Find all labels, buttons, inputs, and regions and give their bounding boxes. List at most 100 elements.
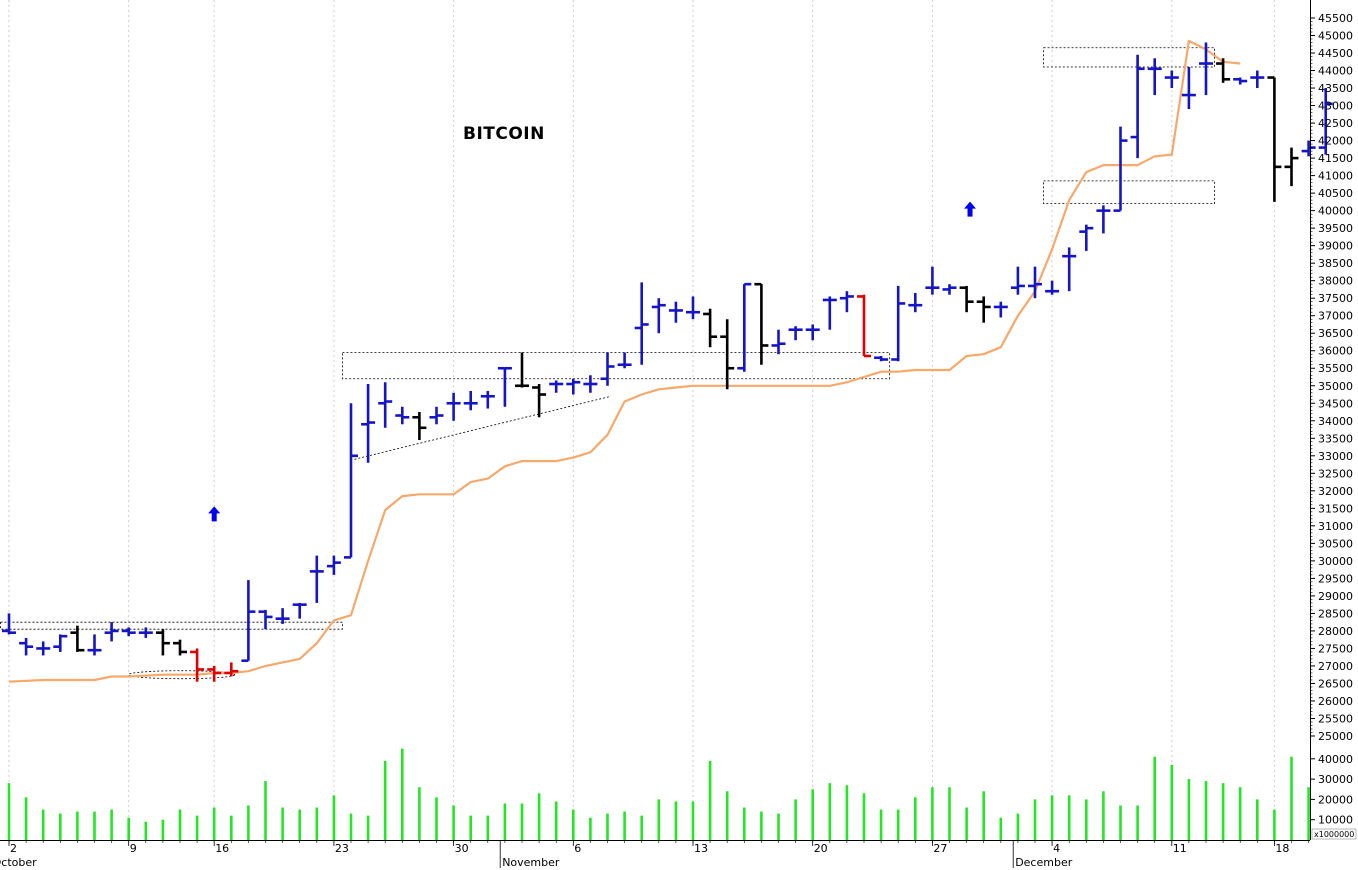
ohlc-bar (1318, 88, 1333, 155)
ohlc-bar (190, 648, 205, 682)
ohlc-bar (1010, 266, 1025, 295)
ohlc-bar (138, 627, 153, 638)
date-label: 4 (1053, 842, 1060, 855)
ohlc-bar (1079, 224, 1094, 251)
price-tick-label: 27500 (1318, 642, 1353, 655)
ohlc-bar (19, 637, 34, 656)
volume-unit-label: x1000000 (1314, 830, 1354, 839)
ohlc-bar (583, 375, 598, 393)
price-tick-label: 37000 (1318, 310, 1353, 323)
ohlc-bar (275, 608, 290, 624)
volume-tick-label: 10000 (1318, 814, 1353, 827)
ohlc-bar (446, 392, 461, 421)
volume-tick-label: 30000 (1318, 773, 1353, 786)
ohlc-bar (1147, 58, 1162, 96)
ohlc-bar (1062, 247, 1077, 292)
ohlc-bar (2, 613, 16, 635)
support-ellipse (128, 670, 236, 680)
ohlc-bar (395, 406, 410, 425)
price-tick-label: 33500 (1318, 432, 1353, 445)
ohlc-bar (754, 282, 769, 365)
ohlc-bar (344, 403, 358, 559)
ohlc-bar (326, 555, 341, 575)
ohlc-bar (891, 285, 906, 362)
ohlc-bar (1045, 280, 1060, 295)
date-label: 6 (574, 842, 581, 855)
ohlc-bar (703, 308, 718, 348)
price-tick-label: 42000 (1318, 135, 1353, 148)
price-tick-label: 41500 (1318, 152, 1353, 165)
price-tick-label: 45000 (1318, 30, 1353, 43)
ohlc-bar (737, 282, 752, 372)
grid (0, 0, 1310, 841)
ohlc-bar (839, 291, 854, 313)
ohlc-bar (1267, 76, 1282, 202)
price-tick-label: 25500 (1318, 712, 1353, 725)
price-tick-label: 40500 (1318, 187, 1353, 200)
ohlc-bar (361, 384, 376, 463)
ohlc-bar (1199, 42, 1213, 96)
ohlc-bar (1130, 54, 1145, 159)
up-arrow-icon (208, 506, 221, 522)
range-box (342, 352, 891, 380)
ohlc-bar (463, 391, 478, 411)
ohlc-bar (686, 296, 700, 320)
price-tick-label: 34500 (1318, 397, 1353, 410)
date-label: 20 (814, 842, 828, 855)
price-tick-label: 39500 (1318, 222, 1353, 235)
ohlc-bar (1301, 140, 1316, 157)
ohlc-bar (104, 622, 119, 642)
ohlc-bar (566, 378, 581, 395)
price-tick-label: 36000 (1318, 345, 1353, 358)
date-label: December (1015, 856, 1073, 869)
price-tick-label: 34000 (1318, 415, 1353, 428)
date-label: 27 (933, 842, 947, 855)
price-tick-label: 42500 (1318, 117, 1353, 130)
price-tick-label: 43000 (1318, 100, 1353, 113)
ohlc-bar (668, 301, 683, 323)
price-tick-label: 37500 (1318, 292, 1353, 305)
trend-line-layer (8, 39, 1241, 683)
price-tick-label: 36500 (1318, 327, 1353, 340)
volume-tick-label: 40000 (1318, 753, 1353, 766)
volume-bars (7, 748, 1310, 840)
ohlc-bar (1164, 70, 1179, 89)
ohlc-bar (822, 296, 837, 330)
range-box (1043, 180, 1215, 205)
price-tick-label: 31500 (1318, 502, 1353, 515)
price-tick-label: 29000 (1318, 590, 1353, 603)
price-tick-label: 39000 (1318, 240, 1353, 253)
volume-unit-box (1311, 828, 1357, 840)
price-tick-label: 45500 (1318, 12, 1353, 25)
ohlc-bar (617, 352, 632, 369)
ohlc-bar (53, 634, 68, 652)
ohlc-bar (942, 284, 957, 295)
ohlc-bar (173, 639, 187, 656)
ohlc-bar (309, 555, 324, 603)
range-box (1043, 47, 1215, 68)
ohlc-bar (771, 329, 786, 355)
ohlc-bar (207, 665, 222, 682)
date-label: 11 (1173, 842, 1187, 855)
price-tick-label: 40000 (1318, 205, 1353, 218)
ohlc-bar (634, 282, 649, 365)
chart-title: BITCOIN (463, 124, 545, 144)
ohlc-bar (549, 380, 564, 393)
ohlc-bar (292, 602, 307, 619)
ohlc-bar (1284, 147, 1299, 187)
ohlc-bar (1096, 205, 1111, 234)
ohlc-bar (788, 326, 803, 341)
ohlc-bar (993, 301, 1008, 318)
ohlc-bar (925, 266, 940, 295)
price-tick-label: 30000 (1318, 555, 1353, 568)
price-tick-label: 38500 (1318, 257, 1353, 270)
ohlc-bar (720, 319, 735, 390)
ohlc-bars (2, 42, 1333, 682)
ohlc-bar (959, 285, 974, 313)
date-label: 13 (694, 842, 708, 855)
ohlc-bar (1113, 126, 1128, 212)
volume-tick-label: 20000 (1318, 793, 1353, 806)
price-tick-label: 31000 (1318, 520, 1353, 533)
ohlc-bar (241, 580, 256, 662)
